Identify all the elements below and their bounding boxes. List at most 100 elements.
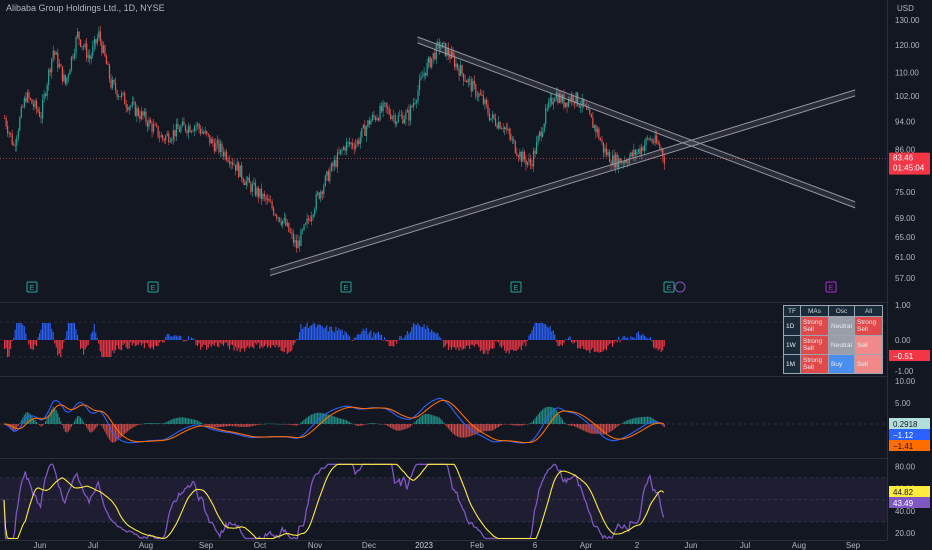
candle-body	[456, 63, 459, 69]
macd-hist-bar	[250, 424, 252, 427]
macd-hist-bar	[194, 419, 196, 424]
rating-bar	[262, 340, 264, 348]
macd-hist-bar	[107, 424, 109, 438]
candle-body	[303, 224, 305, 230]
rating-axis-tick: 1.00	[895, 301, 911, 310]
rating-bar	[4, 340, 6, 349]
rating-bar	[266, 340, 269, 348]
rating-bar	[11, 340, 13, 342]
candle-body	[218, 140, 220, 152]
rating-bar	[528, 335, 530, 340]
rating-bar	[64, 338, 66, 340]
macd-hist-bar	[467, 424, 469, 437]
candle-body	[181, 121, 184, 127]
macd-hist-bar	[230, 424, 232, 427]
rating-bar	[298, 332, 300, 340]
candle-body	[593, 125, 595, 128]
macd-hist-bar	[625, 420, 627, 424]
candle-body	[627, 162, 629, 164]
rating-bar	[625, 337, 627, 340]
macd-hist-bar	[604, 424, 606, 435]
macd-hist-bar	[437, 416, 439, 424]
rating-bar	[216, 340, 218, 347]
macd-hist-bar	[244, 424, 246, 427]
candle-body	[409, 106, 412, 121]
rating-bar	[57, 340, 59, 356]
rating-bar	[165, 336, 167, 340]
candle-body	[583, 98, 585, 106]
macd-hist-bar	[87, 424, 89, 430]
macd-hist-bar	[26, 412, 28, 424]
candle-body	[394, 115, 396, 124]
macd-hist-bar	[46, 417, 48, 424]
candle-body	[206, 131, 208, 134]
rating-bar	[116, 340, 118, 346]
rating-bar	[355, 337, 357, 340]
macd-hist-bar	[543, 408, 545, 424]
candle-body	[139, 115, 141, 119]
candle-body	[72, 56, 74, 58]
rating-bar	[122, 340, 124, 346]
candle-body	[396, 121, 398, 124]
rating-bar	[32, 340, 34, 350]
candle-body	[531, 164, 533, 167]
candle-body	[353, 146, 355, 149]
candle-body	[657, 142, 659, 145]
candle-body	[415, 100, 418, 104]
rating-bar	[89, 339, 91, 341]
rating-value-bg	[889, 350, 930, 361]
rating-bar	[67, 323, 69, 340]
macd-hist-bar	[394, 424, 396, 431]
macd-hist-bar	[43, 423, 45, 425]
rating-bar	[219, 340, 221, 343]
macd-hist-bar	[356, 424, 358, 426]
candle-body	[646, 138, 649, 139]
candle-body	[168, 133, 170, 143]
candle-body	[163, 139, 165, 141]
rating-bar	[529, 333, 532, 340]
candle-body	[619, 158, 621, 164]
time-axis-tick: Sep	[199, 541, 214, 550]
macd-hist-bar	[248, 424, 250, 427]
macd-hist-bar	[352, 423, 354, 425]
macd-hist-bar	[163, 423, 165, 424]
candle-body	[92, 46, 94, 56]
candle-body	[362, 124, 364, 129]
rating-bar	[575, 340, 577, 342]
macd-hist-bar	[172, 418, 174, 424]
candle-body	[321, 191, 323, 195]
candle-body	[640, 147, 643, 155]
macd-hist-bar	[195, 419, 197, 424]
rating-bar	[7, 340, 9, 357]
macd-hist-bar	[184, 417, 186, 424]
candle-body	[450, 51, 453, 59]
macd-hist-bar	[131, 424, 133, 429]
macd-hist-bar	[108, 424, 110, 440]
macd-hist-bar	[312, 413, 314, 424]
candle-body	[540, 131, 542, 137]
macd-hist-bar	[420, 416, 422, 424]
macd-hist-bar	[349, 422, 351, 424]
candle-body	[265, 196, 267, 200]
rating-bar	[297, 338, 299, 340]
macd-hist-bar	[235, 424, 237, 427]
macd-hist-bar	[624, 421, 626, 424]
macd-hist-bar	[545, 407, 547, 424]
candle-body	[262, 194, 264, 199]
macd-hist-bar	[306, 417, 308, 424]
candle-body	[210, 138, 212, 144]
macd-hist-bar	[418, 417, 421, 424]
candle-body	[548, 101, 550, 108]
candle-body	[598, 128, 600, 139]
candle-body	[621, 162, 623, 164]
table-cell-1d-mas: Strong Sell	[799, 316, 830, 336]
candle-body	[335, 160, 337, 167]
macd-hist-bar	[539, 412, 541, 424]
candle-body	[470, 79, 472, 92]
time-axis-tick: Jun	[34, 541, 47, 550]
candle-body	[197, 124, 199, 126]
rating-bar	[475, 340, 477, 345]
candle-body	[461, 65, 463, 74]
macd-hist-bar	[456, 424, 459, 437]
